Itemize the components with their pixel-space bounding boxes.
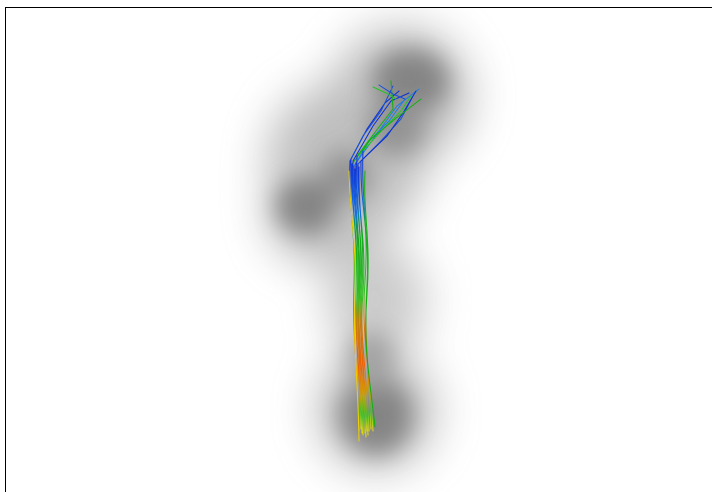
fiber-tract-bundle <box>348 80 422 442</box>
visualization-frame <box>5 7 712 492</box>
anatomy-shadow <box>266 26 471 471</box>
fiber-tract-visualization <box>266 26 471 471</box>
